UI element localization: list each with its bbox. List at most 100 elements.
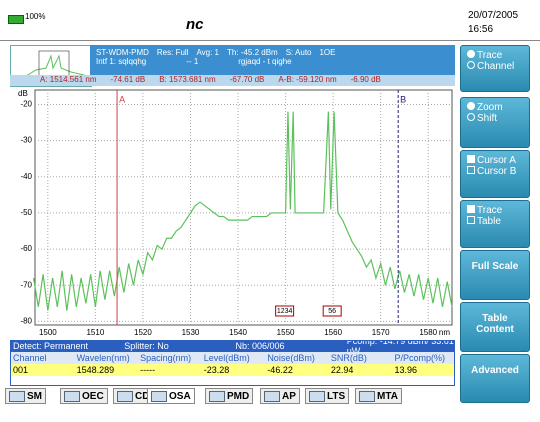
column-header-row: Channel Wavelen(nm) Spacing(nm) Level(dBm) N… [10,352,455,364]
header-field: S: Auto [285,48,312,57]
divider [0,40,540,41]
tab-icon [64,390,80,402]
x-tick-label: 1510 [86,328,104,337]
y-tick-label: -80 [20,316,32,325]
radio-icon [467,102,475,110]
y-tick-label: -40 [20,172,32,181]
header-field: 1OE [319,48,336,57]
tab-icon [309,390,325,402]
x-tick-label: 1500 [39,328,57,337]
tab-label: PMD [227,390,250,402]
side-option[interactable]: Shift [467,113,523,124]
tab[interactable]: LTS [305,388,350,404]
side-option[interactable]: Trace [467,50,523,61]
info-field: Splitter: No [124,341,169,351]
logo: nc [186,16,204,33]
side-button[interactable]: Trace Channel [460,45,530,92]
side-option[interactable]: Channel [467,61,523,72]
marker-box [275,305,295,317]
table-frame [10,340,455,386]
option-label: Trace [477,50,503,61]
info-field: Nb: 006/006 [235,341,285,351]
radio-icon [467,216,475,224]
button-label: Advanced [471,365,519,376]
header-field: Res: Full [156,48,189,57]
x-tick-label: 1540 [229,328,247,337]
channel-row[interactable]: 001 1548.289 ----- -23.28 -46.22 22.94 13.96 [10,364,455,376]
cursor-field: -6.90 dB [350,75,381,84]
cell: -23.28 [203,365,230,375]
side-option[interactable]: Cursor B [467,166,523,177]
tab[interactable]: PMD [205,388,254,404]
tab[interactable]: OSA [147,388,195,404]
side-option[interactable]: Trace [467,205,523,216]
plot-area [34,89,453,326]
x-tick-label: 1560 [324,328,342,337]
header-field: Avg: 1 [196,48,219,57]
tab-icon [264,390,280,402]
tab-icon [359,390,375,402]
side-option[interactable]: Cursor A [467,155,523,166]
cell: 22.94 [330,365,354,375]
tab[interactable]: OEC [60,388,108,404]
tab-icon [151,390,167,402]
side-button[interactable]: Table Content [460,302,530,352]
side-option[interactable]: Zoom [467,102,523,113]
cell: 1548.289 [76,365,115,375]
header-field: -- 1 [186,57,199,66]
y-tick-label: -60 [20,244,32,253]
radio-icon [467,113,475,121]
y-tick-label: -30 [20,136,32,145]
cell: -46.22 [267,365,293,375]
info-row: Detect: Permanent Splitter: No Nb: 006/006… [10,336,455,356]
marker-label: 1234 [277,308,293,315]
option-label: Channel [477,61,515,72]
y-tick-label: -50 [20,208,32,217]
side-button[interactable]: Trace Table [460,200,530,248]
radio-icon [467,155,475,163]
column-header: SNR(dB) [330,353,367,363]
column-header: Level(dBm) [203,353,250,363]
side-button[interactable]: Zoom Shift [460,97,530,148]
cell: ----- [140,365,156,375]
time: 16:56 [468,24,494,35]
cell: 001 [13,365,29,375]
x-tick-label: 1550 [277,328,295,337]
tab[interactable]: MTA [355,388,402,404]
option-label: Table [477,216,501,227]
column-header: Wavelen(nm) [76,353,130,363]
y-axis-label: dB [18,89,28,98]
x-tick-label: 1570 [372,328,390,337]
info-field: Pcomp: -14.79 dBm/ 33.61 uW [346,336,454,356]
option-label: Trace [477,205,503,216]
tab-label: OEC [82,390,104,402]
info-field: Detect: Permanent [13,341,89,351]
tab-label: OSA [169,390,191,402]
side-button[interactable]: Full Scale [460,250,530,300]
tab[interactable]: AP [260,388,300,404]
header-field: ST-WDM-PMD [96,48,149,57]
battery: 100% [25,12,46,21]
cursor-field: A: 1514.561 nm [40,75,97,84]
radio-icon [467,61,475,69]
option-label: Zoom [477,102,503,113]
tab-label: CD [135,390,150,402]
radio-icon [467,50,475,58]
tab-label: SM [27,390,42,402]
tab-icon [117,390,133,402]
button-label: Full Scale [471,261,519,272]
side-button[interactable]: Cursor A Cursor B [460,150,530,198]
marker-box [322,305,342,317]
tab-icon [209,390,225,402]
option-label: Cursor B [477,166,517,177]
x-tick-label: 1530 [182,328,200,337]
column-header: Channel [13,353,47,363]
tab[interactable]: SM [5,388,46,404]
header-field: rgjaqd - t qighe [238,57,292,66]
cursor-label: A [119,94,125,104]
side-option[interactable]: Table [467,216,523,227]
column-header: Spacing(nm) [140,353,192,363]
marker-label: 56 [328,308,336,315]
tab-label: AP [282,390,296,402]
side-button[interactable]: Advanced [460,354,530,403]
